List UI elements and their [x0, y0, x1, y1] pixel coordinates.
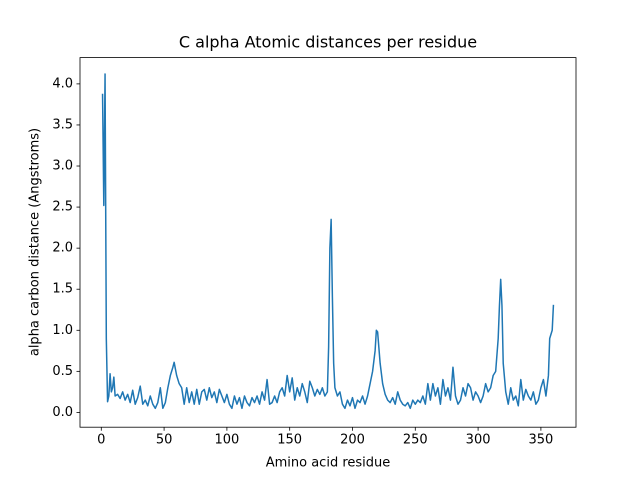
y-axis-label: alpha carbon distance (Angstroms): [28, 128, 43, 356]
x-tick-label: 200: [340, 433, 365, 448]
data-line: [101, 73, 555, 410]
x-tick-label: 350: [528, 433, 553, 448]
x-tick-label: 300: [466, 433, 491, 448]
y-tick-label: 1.5: [52, 282, 73, 297]
y-tick-label: 2.5: [52, 200, 73, 215]
y-tick-label: 4.0: [52, 76, 73, 91]
x-tick-label: 50: [156, 433, 173, 448]
y-tick-label: 3.5: [52, 117, 73, 132]
x-tick-label: 0: [97, 433, 105, 448]
y-tick-label: 3.0: [52, 159, 73, 174]
x-tick-label: 100: [214, 433, 239, 448]
x-axis-label: Amino acid residue: [266, 456, 391, 471]
x-tick-label: 150: [277, 433, 302, 448]
y-tick-label: 2.0: [52, 241, 73, 256]
plot-frame: [79, 57, 577, 428]
chart-title: C alpha Atomic distances per residue: [179, 33, 477, 52]
x-tick-label: 250: [403, 433, 428, 448]
y-tick-label: 1.0: [52, 323, 73, 338]
y-tick-label: 0.0: [52, 405, 73, 420]
y-tick-label: 0.5: [52, 364, 73, 379]
